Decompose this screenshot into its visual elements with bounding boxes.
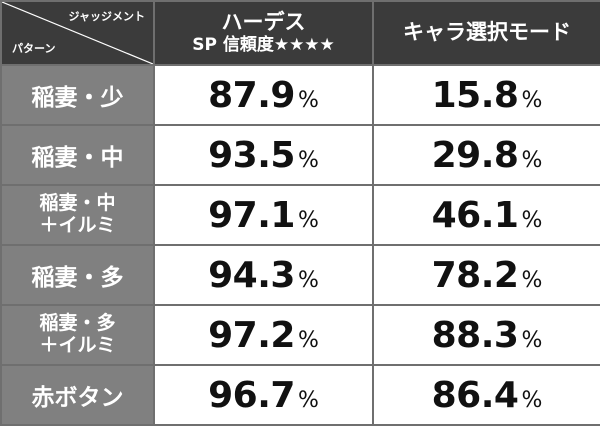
pattern-cell: 赤ボタン [0,364,155,426]
pattern-cell: 稲妻・中 ＋イルミ [0,184,155,246]
table-row: 稲妻・中 ＋イルミ 97.1% 46.1% [0,184,600,246]
percent-unit: % [297,387,319,413]
percent-unit: % [297,267,319,293]
percent-unit: % [521,87,543,113]
pattern-label-line1: 稲妻・多 [39,312,116,335]
chara-mode-value: 86.4 [431,374,519,416]
table-row: 赤ボタン 96.7% 86.4% [0,364,600,426]
table-row: 稲妻・少 87.9% 15.8% [0,64,600,126]
hades-sp-value: 93.5 [208,134,295,176]
corner-label-judgment: ジャッジメント [68,10,145,23]
hades-sp-value: 97.2 [208,314,295,356]
pattern-cell: 稲妻・中 [0,124,155,186]
pattern-label: 稲妻・少 [31,85,124,111]
pattern-label-line2: ＋イルミ [39,214,116,236]
hades-sp-value-cell: 94.3% [153,244,374,306]
chara-mode-value-cell: 78.2% [372,244,600,306]
chara-mode-value: 29.8 [431,134,519,176]
pattern-cell: 稲妻・多 ＋イルミ [0,304,155,366]
column-header-hades-line1: ハーデス [221,10,306,35]
hades-sp-value: 87.9 [208,74,295,116]
chara-mode-value: 46.1 [431,194,519,236]
table-row: 稲妻・中 93.5% 29.8% [0,124,600,186]
chara-mode-value-cell: 88.3% [372,304,600,366]
hades-sp-value-cell: 93.5% [153,124,374,186]
percent-unit: % [521,327,543,353]
hades-sp-value-cell: 96.7% [153,364,374,426]
pattern-label: 稲妻・多 [31,265,124,291]
chara-mode-value-cell: 46.1% [372,184,600,246]
percent-unit: % [297,207,319,233]
hades-sp-value-cell: 97.2% [153,304,374,366]
pattern-label: 赤ボタン [31,385,124,411]
pattern-cell: 稲妻・少 [0,64,155,126]
pattern-label-line2: ＋イルミ [39,334,116,356]
percent-unit: % [297,87,319,113]
corner-diagonal-line [2,2,153,64]
pattern-cell: 稲妻・多 [0,244,155,306]
chara-mode-value: 15.8 [431,74,519,116]
table-row: 稲妻・多 ＋イルミ 97.2% 88.3% [0,304,600,366]
percent-unit: % [521,387,543,413]
pattern-label: 稲妻・中 [31,145,124,171]
corner-label-pattern: パターン [12,42,56,55]
hades-sp-value: 94.3 [208,254,295,296]
chara-mode-value-cell: 86.4% [372,364,600,426]
chara-mode-value-cell: 15.8% [372,64,600,126]
column-header-hades-sp: ハーデス SP 信頼度★★★★ [153,0,374,66]
table-row: 稲妻・多 94.3% 78.2% [0,244,600,306]
chara-mode-value-cell: 29.8% [372,124,600,186]
pattern-label-line1: 稲妻・中 [39,192,116,215]
hades-sp-value-cell: 87.9% [153,64,374,126]
percent-unit: % [297,147,319,173]
column-header-hades-line2: SP 信頼度★★★★ [192,35,335,56]
percent-unit: % [521,147,543,173]
percent-unit: % [521,207,543,233]
hades-sp-value: 96.7 [208,374,295,416]
percent-unit: % [297,327,319,353]
chara-mode-value: 78.2 [431,254,519,296]
column-header-chara-mode: キャラ選択モード [372,0,600,66]
percent-unit: % [521,267,543,293]
hades-sp-value: 97.1 [208,194,295,236]
corner-header-cell: ジャッジメント パターン [0,0,155,66]
column-header-chara-label: キャラ選択モード [403,20,571,45]
header-row: ジャッジメント パターン ハーデス SP 信頼度★★★★ キャラ選択モード [0,0,600,66]
hades-sp-value-cell: 97.1% [153,184,374,246]
chara-mode-value: 88.3 [431,314,519,356]
